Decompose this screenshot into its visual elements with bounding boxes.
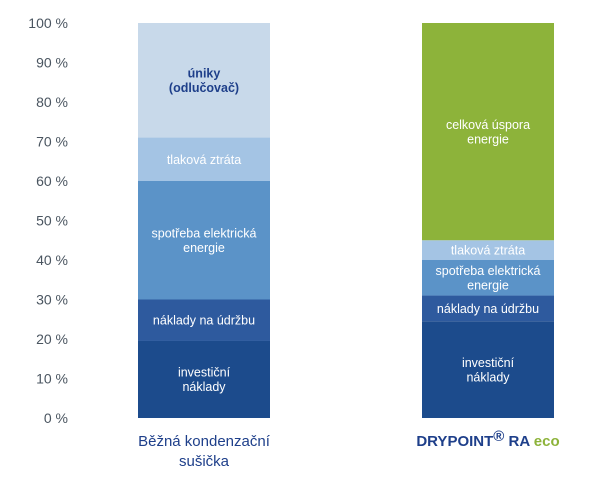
brand-model: RA [504,433,533,450]
segment-label: energie [467,132,509,146]
segment-label: náklady na údržbu [153,314,255,328]
bar-segment [138,137,270,181]
segment-label: (odlučovač) [169,81,239,95]
bar-segment [422,260,554,296]
segment-label: investiční [462,356,515,370]
segment-label: energie [467,279,509,293]
y-tick-label: 50 % [36,213,68,229]
x-category-label: sušička [179,453,230,470]
bar-segment [138,23,270,138]
segment-label: tlaková ztráta [167,153,241,167]
y-tick-label: 100 % [28,15,68,31]
bar-segment [138,181,270,300]
segment-label: náklady [466,370,510,384]
y-tick-label: 60 % [36,173,68,189]
bar-segment [422,23,554,241]
y-tick-label: 0 % [44,410,68,426]
segment-label: spotřeba elektrická [152,227,257,241]
y-tick-label: 20 % [36,331,68,347]
brand-name: DRYPOINT [416,433,493,450]
segment-label: spotřeba elektrická [436,264,541,278]
y-tick-label: 30 % [36,292,68,308]
segment-label: náklady na údržbu [437,302,539,316]
segment-label: celková úspora [446,118,530,132]
x-category-label: Běžná kondenzační [138,433,271,450]
y-tick-label: 70 % [36,134,68,150]
y-axis: 0 % 10 % 20 % 30 % 40 % 50 % 60 % 70 % 80 % 90 % 1… [28,15,68,426]
y-tick-label: 80 % [36,94,68,110]
y-tick-label: 90 % [36,55,68,71]
bar-segment [422,321,554,418]
bar-segment [138,299,270,341]
segment-label: úniky [188,67,221,81]
segment-label: tlaková ztráta [451,244,525,258]
y-tick-label: 10 % [36,371,68,387]
segment-label: náklady [182,380,226,394]
x-category-label: DRYPOINT® RA eco [416,428,559,450]
y-tick-label: 40 % [36,252,68,268]
bar-segment [422,295,554,322]
segment-label: investiční [178,366,231,380]
segment-label: energie [183,241,225,255]
bar-segment [138,340,270,418]
registered-mark: ® [493,428,504,445]
x-axis: Běžná kondenzační sušička DRYPOINT® RA eco [138,428,560,470]
brand-eco: eco [534,433,560,450]
bar-segment [422,240,554,260]
